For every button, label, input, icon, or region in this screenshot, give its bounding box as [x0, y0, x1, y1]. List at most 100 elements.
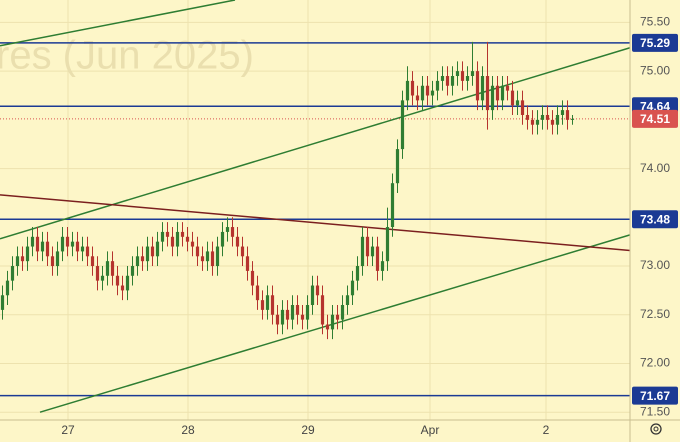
candle-body: [320, 295, 325, 325]
candle-body: [105, 261, 110, 276]
candle-body: [290, 305, 295, 320]
price-tag-label: 75.29: [640, 36, 670, 50]
candle-body: [325, 324, 330, 330]
candle-body: [90, 256, 95, 267]
candle-body: [140, 256, 145, 262]
candle-body: [395, 149, 400, 184]
candle-body: [410, 80, 415, 96]
candle-body: [30, 236, 35, 247]
candle-body: [210, 251, 215, 267]
x-tick-label: 29: [301, 423, 315, 437]
candle-body: [25, 246, 30, 262]
candle-body: [15, 256, 20, 267]
candle-body: [285, 309, 290, 320]
candle-body: [255, 285, 260, 301]
candle-body: [345, 295, 350, 306]
candle-body: [420, 85, 425, 101]
y-tick-label: 72.00: [640, 356, 670, 370]
price-tag-label: 71.67: [640, 389, 670, 403]
candle-body: [525, 114, 530, 120]
candle-body: [535, 119, 540, 125]
candle-body: [195, 246, 200, 257]
x-tick-label: Apr: [421, 423, 440, 437]
candle-body: [335, 314, 340, 320]
y-tick-label: 74.00: [640, 161, 670, 175]
price-tag: [632, 109, 678, 128]
candle-body: [135, 256, 140, 267]
price-tag-label: 74.51: [640, 112, 670, 126]
candle-body: [155, 241, 160, 257]
candle-body: [95, 266, 100, 281]
candle-body: [485, 76, 490, 111]
x-tick-label: 28: [181, 423, 195, 437]
candle-body: [215, 246, 220, 267]
candle-body: [500, 85, 505, 101]
candle-body: [490, 85, 495, 111]
candle-body: [150, 246, 155, 257]
candle-body: [125, 275, 130, 291]
price-tag: [632, 386, 678, 405]
candle-body: [550, 119, 555, 125]
candle-body: [555, 114, 560, 125]
candle-body: [455, 71, 460, 77]
candle-body: [295, 305, 300, 315]
candle-body: [75, 241, 80, 252]
candle-body: [275, 314, 280, 325]
candle-body: [35, 236, 40, 252]
settings-icon-core[interactable]: [653, 426, 659, 432]
candle-body: [230, 227, 235, 237]
candle-body: [390, 183, 395, 228]
candle-body: [330, 314, 335, 330]
candle-body: [65, 236, 70, 247]
watermark: res (Jun 2025): [0, 34, 254, 78]
candle-body: [170, 236, 175, 247]
candle-body: [440, 76, 445, 81]
candle-body: [355, 266, 360, 281]
candle-body: [20, 256, 25, 262]
candle-body: [50, 256, 55, 267]
candle-body: [55, 251, 60, 267]
candle-body: [240, 246, 245, 257]
y-tick-label: 73.00: [640, 258, 670, 272]
x-tick-label: 27: [61, 423, 75, 437]
candle-body: [245, 256, 250, 271]
y-tick-label: 75.00: [640, 63, 670, 77]
trend-line: [0, 0, 236, 47]
trend-line: [0, 47, 631, 240]
candle-body: [445, 76, 450, 86]
candle-body: [405, 80, 410, 101]
trend-line: [0, 194, 631, 252]
settings-icon[interactable]: [650, 423, 662, 435]
plot: [0, 0, 631, 413]
y-tick-label: 72.50: [640, 307, 670, 321]
candle-body: [180, 231, 185, 237]
candle-body: [270, 295, 275, 315]
candle-body: [545, 114, 550, 120]
candle-body: [375, 246, 380, 271]
candle-body: [250, 270, 255, 286]
candle-body: [160, 231, 165, 242]
candle-body: [165, 231, 170, 237]
candle-body: [430, 90, 435, 96]
candle-body: [540, 114, 545, 120]
candle-body: [565, 110, 570, 120]
candle-body: [130, 266, 135, 276]
candle-body: [145, 246, 150, 262]
candle-body: [185, 236, 190, 242]
candle-body: [235, 236, 240, 247]
candle-body: [190, 241, 195, 247]
candle-body: [515, 100, 520, 106]
candle-body: [385, 227, 390, 262]
candle-body: [265, 295, 270, 310]
price-tag: [632, 210, 678, 229]
candle-body: [10, 266, 15, 281]
candle-body: [310, 285, 315, 306]
candle-body: [520, 100, 525, 115]
candle-body: [45, 241, 50, 257]
candle-body: [350, 280, 355, 296]
candle-body: [205, 251, 210, 262]
grid: [0, 0, 630, 420]
candle-body: [40, 241, 45, 252]
